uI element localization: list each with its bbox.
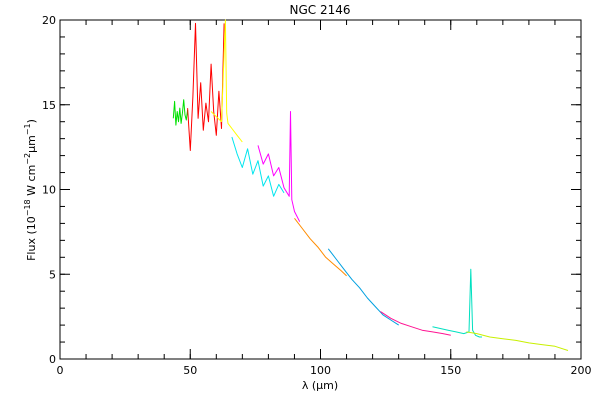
spectrum-series-10	[466, 331, 569, 351]
x-tick-label: 0	[57, 364, 64, 377]
y-tick-label: 20	[42, 14, 56, 27]
spectrum-series-4	[231, 136, 285, 197]
x-tick-label: 200	[571, 364, 592, 377]
series-layer	[172, 19, 569, 351]
y-tick-label: 15	[42, 99, 56, 112]
spectrum-series-8	[380, 311, 451, 336]
x-axis-label: λ (μm)	[302, 379, 338, 392]
y-tick-label: 5	[49, 268, 56, 281]
spectrum-series-7	[327, 248, 399, 326]
y-axis-label: Flux (10−18 W cm−2μm−1)	[23, 119, 38, 261]
spectrum-series-5	[257, 111, 301, 222]
x-tick-label: 150	[440, 364, 461, 377]
x-tick-label: 50	[183, 364, 197, 377]
y-tick-label: 10	[42, 184, 56, 197]
y-tick-label: 0	[49, 353, 56, 366]
tick-layer	[59, 19, 582, 360]
plot-frame	[59, 19, 582, 360]
spectrum-series-1	[172, 99, 189, 126]
tick-label-layer: 0 50 100 150 200 0 5 10 15 20	[42, 14, 592, 377]
spectrum-series-9	[432, 268, 482, 338]
chart-title: NGC 2146	[289, 3, 350, 17]
x-tick-label: 100	[310, 364, 331, 377]
spectrum-series-6	[294, 217, 347, 277]
spectrum-series-3	[210, 19, 243, 143]
spectrum-series-2	[187, 22, 225, 151]
